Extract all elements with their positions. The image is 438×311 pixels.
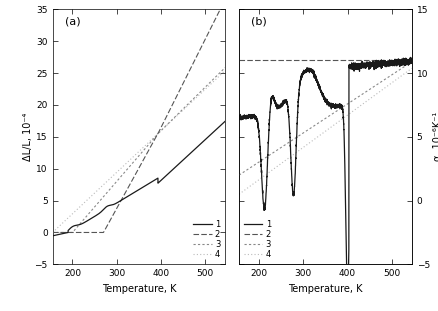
Y-axis label: ΔL/L, 10⁻⁴: ΔL/L, 10⁻⁴ [23, 113, 33, 161]
Text: (a): (a) [65, 17, 80, 27]
Legend: 1, 2, 3, 4: 1, 2, 3, 4 [192, 219, 221, 260]
X-axis label: Temperature, K: Temperature, K [102, 284, 176, 294]
Text: (b): (b) [251, 17, 267, 27]
Y-axis label: α, 10⁻⁶K⁻¹: α, 10⁻⁶K⁻¹ [433, 112, 438, 161]
Legend: 1, 2, 3, 4: 1, 2, 3, 4 [243, 219, 272, 260]
X-axis label: Temperature, K: Temperature, K [288, 284, 363, 294]
